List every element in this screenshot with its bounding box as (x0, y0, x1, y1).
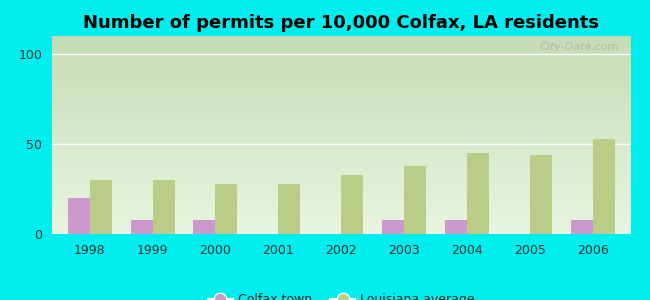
Bar (341, 175, 363, 234)
Bar (90, 180, 112, 234)
Bar (194, 220, 216, 234)
Bar (68, 198, 90, 234)
Bar (445, 220, 467, 234)
Bar (153, 180, 175, 234)
Legend: Colfax town, Louisiana average: Colfax town, Louisiana average (203, 288, 480, 300)
Bar (593, 139, 615, 234)
Bar (131, 220, 153, 234)
Bar (278, 184, 300, 234)
Text: City-Data.com: City-Data.com (540, 42, 619, 52)
Bar (216, 184, 237, 234)
Bar (404, 166, 426, 234)
Bar (467, 153, 489, 234)
Bar (571, 220, 593, 234)
Title: Number of permits per 10,000 Colfax, LA residents: Number of permits per 10,000 Colfax, LA … (83, 14, 599, 32)
Bar (382, 220, 404, 234)
Bar (530, 155, 552, 234)
